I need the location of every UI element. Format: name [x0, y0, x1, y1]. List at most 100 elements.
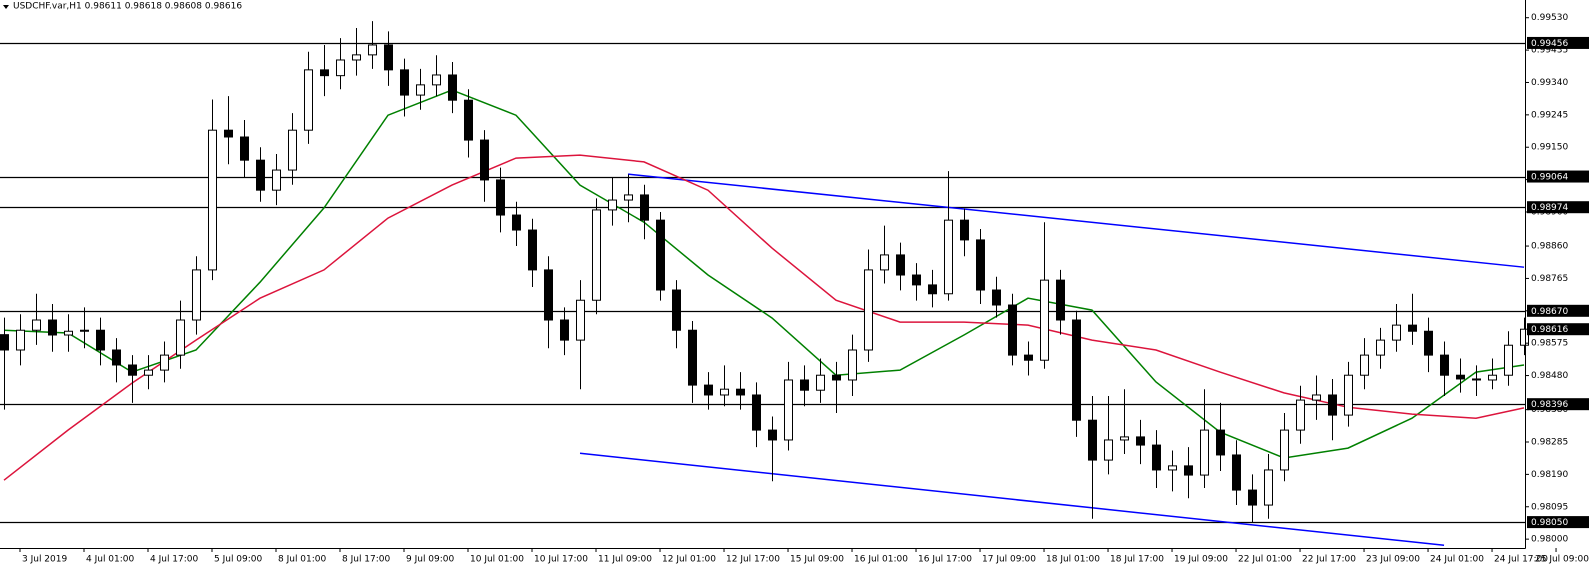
y-tick-label: 0.98860	[1531, 242, 1568, 252]
price-label: 0.99456	[1531, 39, 1568, 49]
candle-body	[463, 99, 474, 141]
candle-body	[1423, 330, 1434, 356]
candle-body	[1375, 339, 1386, 356]
candle-body	[655, 219, 666, 291]
candle-body	[687, 329, 698, 386]
candle-body	[383, 44, 394, 71]
candle-body	[1007, 304, 1018, 356]
price-label: 0.98616	[1531, 325, 1568, 335]
candle-body	[319, 69, 330, 77]
price-label-box	[1527, 201, 1589, 214]
candle-body	[223, 129, 234, 138]
x-tick-label: 19 Jul 09:00	[1174, 555, 1228, 565]
candle-body	[47, 319, 58, 336]
y-tick-label: 0.98480	[1531, 371, 1568, 381]
candle-body	[1263, 469, 1274, 506]
x-tick-label: 18 Jul 17:00	[1110, 555, 1164, 565]
candle-body	[1199, 429, 1210, 476]
x-tick-label: 3 Jul 2019	[22, 555, 67, 565]
candle-body	[815, 374, 826, 391]
candle-body	[719, 388, 730, 396]
price-label: 0.98396	[1531, 400, 1568, 410]
candle-body	[335, 59, 346, 77]
price-label-box	[1527, 36, 1589, 49]
candle-body	[1503, 344, 1514, 376]
candle-body	[991, 289, 1002, 306]
candle-body	[847, 349, 858, 381]
candle-body	[623, 194, 634, 201]
candle-body	[1039, 279, 1050, 361]
x-tick-label: 17 Jul 09:00	[982, 555, 1036, 565]
candle-body	[255, 159, 266, 191]
price-label-box	[1527, 170, 1589, 183]
x-tick-label: 18 Jul 01:00	[1046, 555, 1100, 565]
candle-body	[1167, 465, 1178, 471]
candle-body	[543, 269, 554, 321]
candle-body	[1055, 279, 1066, 321]
candle-body	[431, 74, 442, 86]
candle-body	[159, 354, 170, 371]
candle-body	[63, 330, 74, 336]
candle-body	[1519, 328, 1530, 346]
candle-body	[559, 319, 570, 341]
x-tick-label: 11 Jul 09:00	[598, 555, 652, 565]
x-tick-label: 9 Jul 09:00	[406, 555, 455, 565]
x-tick-label: 12 Jul 01:00	[662, 555, 716, 565]
price-label: 0.98050	[1531, 518, 1568, 528]
candle-body	[1135, 436, 1146, 446]
candle-body	[879, 254, 890, 271]
candle-body	[399, 69, 410, 96]
candle-body	[1215, 429, 1226, 456]
candle-body	[1327, 394, 1338, 416]
candle-body	[527, 229, 538, 271]
candle-body	[511, 214, 522, 231]
y-tick-label: 0.98095	[1531, 502, 1568, 512]
x-tick-label: 5 Jul 09:00	[214, 555, 263, 565]
x-tick-label: 8 Jul 01:00	[278, 555, 327, 565]
trend-line	[627, 173, 1525, 268]
plot-area	[0, 21, 1530, 547]
candle-body	[607, 199, 618, 211]
price-label: 0.98974	[1531, 203, 1568, 213]
y-tick-label: 0.98190	[1531, 470, 1568, 480]
x-tick-label: 4 Jul 17:00	[150, 555, 199, 565]
candle-body	[175, 319, 186, 356]
candle-body	[1247, 489, 1258, 506]
candle-body	[1023, 354, 1034, 361]
candle-body	[703, 384, 714, 396]
candle-body	[1391, 324, 1402, 341]
candle-body	[1119, 436, 1130, 441]
y-tick-label: 0.99245	[1531, 110, 1568, 120]
candle-body	[639, 194, 650, 221]
moving-average	[3, 154, 1525, 481]
price-label: 0.98670	[1531, 307, 1568, 317]
candle-body	[0, 334, 10, 351]
x-tick-label: 8 Jul 17:00	[342, 555, 391, 565]
x-tick-label: 16 Jul 01:00	[854, 555, 908, 565]
candle-body	[191, 269, 202, 321]
menu-arrow[interactable]	[3, 5, 9, 9]
candle-body	[767, 429, 778, 441]
candle-body	[1087, 419, 1098, 461]
candle-body	[751, 394, 762, 431]
candle-body	[1407, 324, 1418, 332]
x-tick-label: 10 Jul 01:00	[470, 555, 524, 565]
candle-body	[287, 129, 298, 171]
candle-body	[351, 54, 362, 61]
candle-body	[671, 289, 682, 331]
price-label: 0.99064	[1531, 173, 1568, 183]
candle-body	[1455, 374, 1466, 380]
candle-body	[495, 179, 506, 216]
y-tick-label: 0.99150	[1531, 143, 1568, 153]
candle-body	[575, 299, 586, 341]
candle-body	[1103, 439, 1114, 461]
x-tick-label: 4 Jul 01:00	[86, 555, 135, 565]
candle-body	[735, 388, 746, 396]
x-tick-label: 12 Jul 17:00	[726, 555, 780, 565]
candle-body	[15, 329, 26, 351]
candle-body	[415, 84, 426, 96]
x-tick-label: 15 Jul 09:00	[790, 555, 844, 565]
x-tick-label: 22 Jul 17:00	[1302, 555, 1356, 565]
